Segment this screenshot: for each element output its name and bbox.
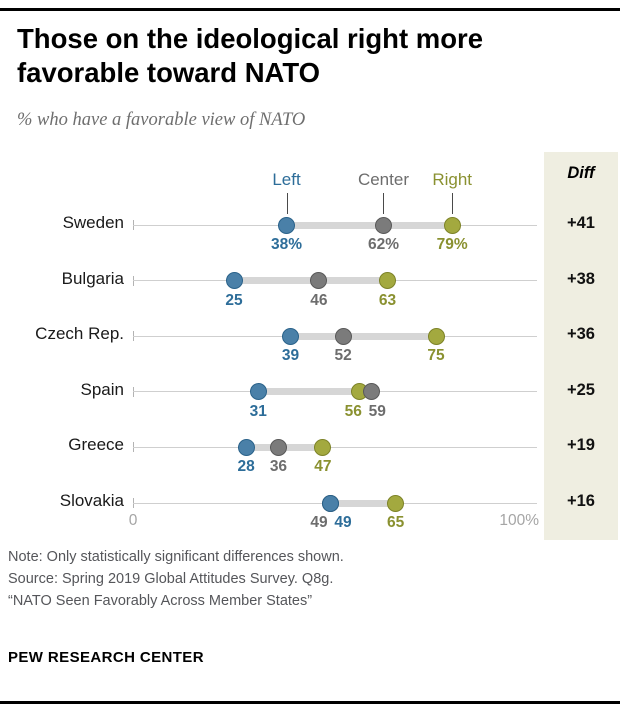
left-dot [278, 216, 296, 234]
series-label-pointer [452, 193, 454, 214]
center-value-label: 36 [269, 458, 288, 476]
left-dot [322, 494, 340, 512]
country-label: Spain [80, 379, 124, 399]
right-value-label: 56 [344, 402, 362, 420]
diff-header: Diff [567, 164, 595, 182]
right-value-label: 47 [314, 458, 332, 476]
center-value-label: 52 [334, 347, 352, 365]
left-value-label: 49 [334, 514, 352, 531]
right-dot [314, 438, 332, 456]
diff-column-bg [544, 152, 618, 540]
center-dot [269, 438, 287, 456]
series-label-pointer [286, 193, 288, 214]
right-value-label: 63 [378, 291, 397, 309]
center-dot [374, 216, 392, 234]
center-value-label: 62% [367, 236, 399, 253]
right-value-label: 79% [436, 236, 468, 253]
diff-value: +41 [567, 214, 595, 232]
bottom-rule [0, 701, 620, 704]
top-rule [0, 8, 620, 11]
series-label-pointer [383, 193, 385, 214]
dot-connector [286, 221, 453, 229]
left-value-label: 28 [237, 458, 255, 476]
right-dot [443, 216, 461, 234]
right-value-label: 75 [427, 347, 445, 365]
left-dot [225, 272, 243, 290]
country-label: Greece [68, 435, 124, 455]
citation-line: “NATO Seen Favorably Across Member State… [8, 593, 313, 609]
center-value-label: 59 [368, 402, 386, 420]
right-dot [387, 494, 405, 512]
left-value-label: 31 [249, 402, 267, 420]
note-line: Note: Only statistically significant dif… [8, 549, 344, 565]
center-dot [310, 272, 328, 290]
footer-brand: PEW RESEARCH CENTER [8, 649, 204, 666]
diff-value: +25 [567, 380, 595, 399]
right-dot [427, 327, 445, 345]
center-dot [362, 383, 380, 401]
diff-value: +19 [567, 436, 595, 455]
left-value-label: 39 [281, 347, 300, 365]
series-label-left: Left [272, 170, 301, 189]
center-value-label: 49 [310, 514, 328, 531]
row-axis-line [133, 446, 537, 448]
dot-connector [290, 332, 436, 340]
country-label: Bulgaria [61, 268, 124, 288]
country-label: Sweden [62, 213, 124, 232]
notes-block: Note: Only statistically significant dif… [8, 546, 568, 612]
left-value-label: 38% [271, 236, 303, 253]
left-dot [237, 438, 255, 456]
dot-connector [258, 388, 372, 396]
left-dot [249, 383, 267, 401]
diff-value: +16 [567, 492, 595, 510]
chart-subtitle: % who have a favorable view of NATO [17, 110, 306, 130]
left-dot [282, 327, 300, 345]
diff-value: +36 [567, 325, 595, 344]
country-label: Czech Rep. [35, 324, 124, 344]
axis-min-label: 0 [128, 512, 138, 529]
series-label-center: Center [357, 170, 409, 189]
left-value-label: 25 [225, 291, 243, 309]
center-value-label: 46 [310, 291, 328, 309]
country-label: Slovakia [59, 491, 124, 510]
right-dot [379, 272, 397, 290]
dot-connector [330, 499, 396, 507]
right-value-label: 65 [386, 514, 405, 531]
page-title: Those on the ideological right more favo… [17, 23, 484, 89]
axis-max-label: 100% [499, 512, 539, 529]
diff-value: +38 [567, 269, 595, 288]
source-line: Source: Spring 2019 Global Attitudes Sur… [8, 571, 334, 587]
series-label-right: Right [432, 170, 472, 189]
center-dot [334, 327, 352, 345]
